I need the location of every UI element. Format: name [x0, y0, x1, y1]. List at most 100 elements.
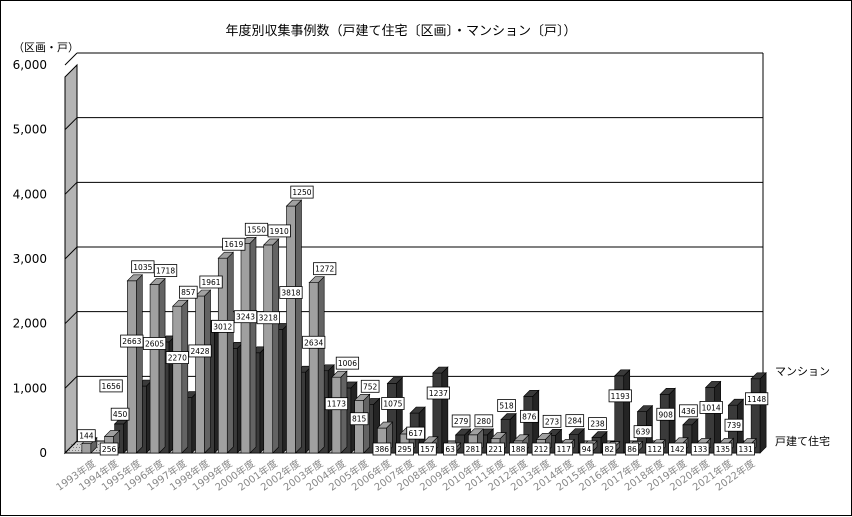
fore-data-label-box [736, 442, 755, 456]
side-gridline [64, 311, 78, 325]
back-data-label: 1237 [429, 389, 448, 398]
back-data-label: 284 [568, 417, 583, 426]
bar-detached-side [317, 275, 325, 454]
fore-data-label: 2428 [190, 347, 209, 356]
back-data-label: 1075 [383, 399, 402, 408]
fore-data-label-box [443, 442, 458, 456]
bar-detached-side [226, 251, 234, 454]
bar-detached [81, 443, 92, 454]
data-label-layer: 144 256 450 1656 2663 1035 2605 1718 2270 857 2428… [77, 185, 769, 456]
fore-data-label: 221 [488, 445, 503, 454]
back-data-label: 450 [113, 410, 128, 419]
fore-data-label: 157 [420, 445, 435, 454]
back-data-label-box [335, 356, 360, 370]
bar-detached-top [285, 199, 303, 207]
bar-detached [172, 305, 183, 454]
back-data-label-box [199, 275, 223, 289]
floor-dot [78, 450, 79, 451]
floor-dot [80, 444, 81, 445]
y-tick-label: 2,000 [13, 317, 47, 331]
fore-data-label: 188 [511, 445, 526, 454]
fore-data-label-box [486, 442, 505, 456]
bar-mansion-top [432, 366, 449, 374]
fore-data-label-box [372, 442, 392, 456]
bar-detached-top [308, 276, 325, 283]
fore-data-label: 256 [102, 445, 117, 454]
fore-data-label-box [256, 311, 280, 325]
back-data-label: 1250 [292, 188, 311, 197]
side-gridline [64, 52, 78, 66]
floor-dot [72, 450, 73, 451]
bar-detached-top [103, 430, 121, 437]
fore-data-label-box [324, 397, 349, 411]
fore-data-label: 1173 [327, 400, 346, 409]
bar-detached-top [126, 274, 144, 282]
back-data-label: 1193 [611, 392, 630, 401]
y-tick-label: 6,000 [13, 58, 47, 72]
fore-data-label: 2663 [122, 337, 141, 346]
back-data-label-box [406, 426, 425, 440]
back-data-label-box [313, 262, 337, 276]
bar-detached-top [149, 278, 166, 285]
bar-detached-side [158, 277, 166, 454]
back-data-label-box [679, 404, 698, 418]
bar-detached-side [249, 236, 257, 454]
back-data-label-box [222, 237, 246, 251]
back-data-label: 617 [408, 429, 423, 438]
bar-detached-side [340, 370, 348, 454]
floor-dot [79, 447, 80, 448]
bar-detached [195, 295, 205, 454]
bar-detached [149, 284, 160, 454]
back-data-label-box [153, 264, 178, 277]
fore-data-label-box [463, 442, 483, 456]
back-data-label-box [381, 397, 405, 410]
y-axis-label: （区画・戸） [13, 41, 79, 54]
fore-data-label: 63 [445, 445, 455, 454]
floor-dot [98, 444, 99, 445]
back-data-label: 1619 [224, 240, 243, 249]
extra-data-label: 1656 [102, 382, 121, 391]
bar-detached [308, 282, 319, 454]
legend-detached: 戸建て住宅 [775, 434, 830, 448]
fore-data-label: 2634 [304, 338, 323, 347]
bar-mansion-side [759, 372, 767, 454]
bar-detached-top [535, 432, 553, 440]
fore-data-label-box [624, 442, 639, 456]
back-data-label-box [360, 379, 380, 393]
fore-data-label-box [418, 442, 437, 456]
back-data-label: 908 [659, 410, 674, 419]
bar-detached [331, 376, 342, 454]
side-gridline [64, 440, 78, 454]
bar-mansion-top [659, 387, 676, 395]
fore-data-label: 112 [648, 445, 663, 454]
fore-data-label-box [668, 442, 687, 456]
floor-dot [75, 450, 76, 451]
floor-dot [76, 447, 77, 448]
fore-data-label: 3818 [281, 289, 300, 298]
fore-data-label-box [165, 351, 189, 364]
fore-data-label-box [99, 442, 119, 456]
back-data-label-box [745, 392, 769, 406]
chart-title: 年度別収集事例数（戸建て住宅〔区画〕・マンション〔戸〕） [225, 23, 576, 39]
back-data-label-box [724, 418, 744, 432]
back-data-label-box [474, 414, 494, 428]
bar-detached [354, 399, 364, 454]
y-tick-label: 5,000 [13, 123, 47, 137]
bar-mansion-top [727, 398, 745, 406]
y-tick-label: 0 [39, 446, 47, 460]
fore-data-label: 86 [627, 445, 637, 454]
fore-data-label-box [279, 286, 303, 299]
bar-detached-side [136, 274, 143, 454]
fore-data-label: 2605 [145, 340, 164, 349]
floor-dot [96, 450, 97, 451]
side-gridline [64, 181, 78, 195]
bar-detached-side [295, 199, 302, 454]
floor-dot [74, 444, 75, 445]
bar-detached-side [204, 289, 211, 454]
bar-mansion-top [568, 428, 585, 435]
fore-data-label: 3243 [236, 313, 255, 322]
back-data-label-box [656, 407, 675, 421]
back-data-label: 876 [522, 412, 537, 421]
